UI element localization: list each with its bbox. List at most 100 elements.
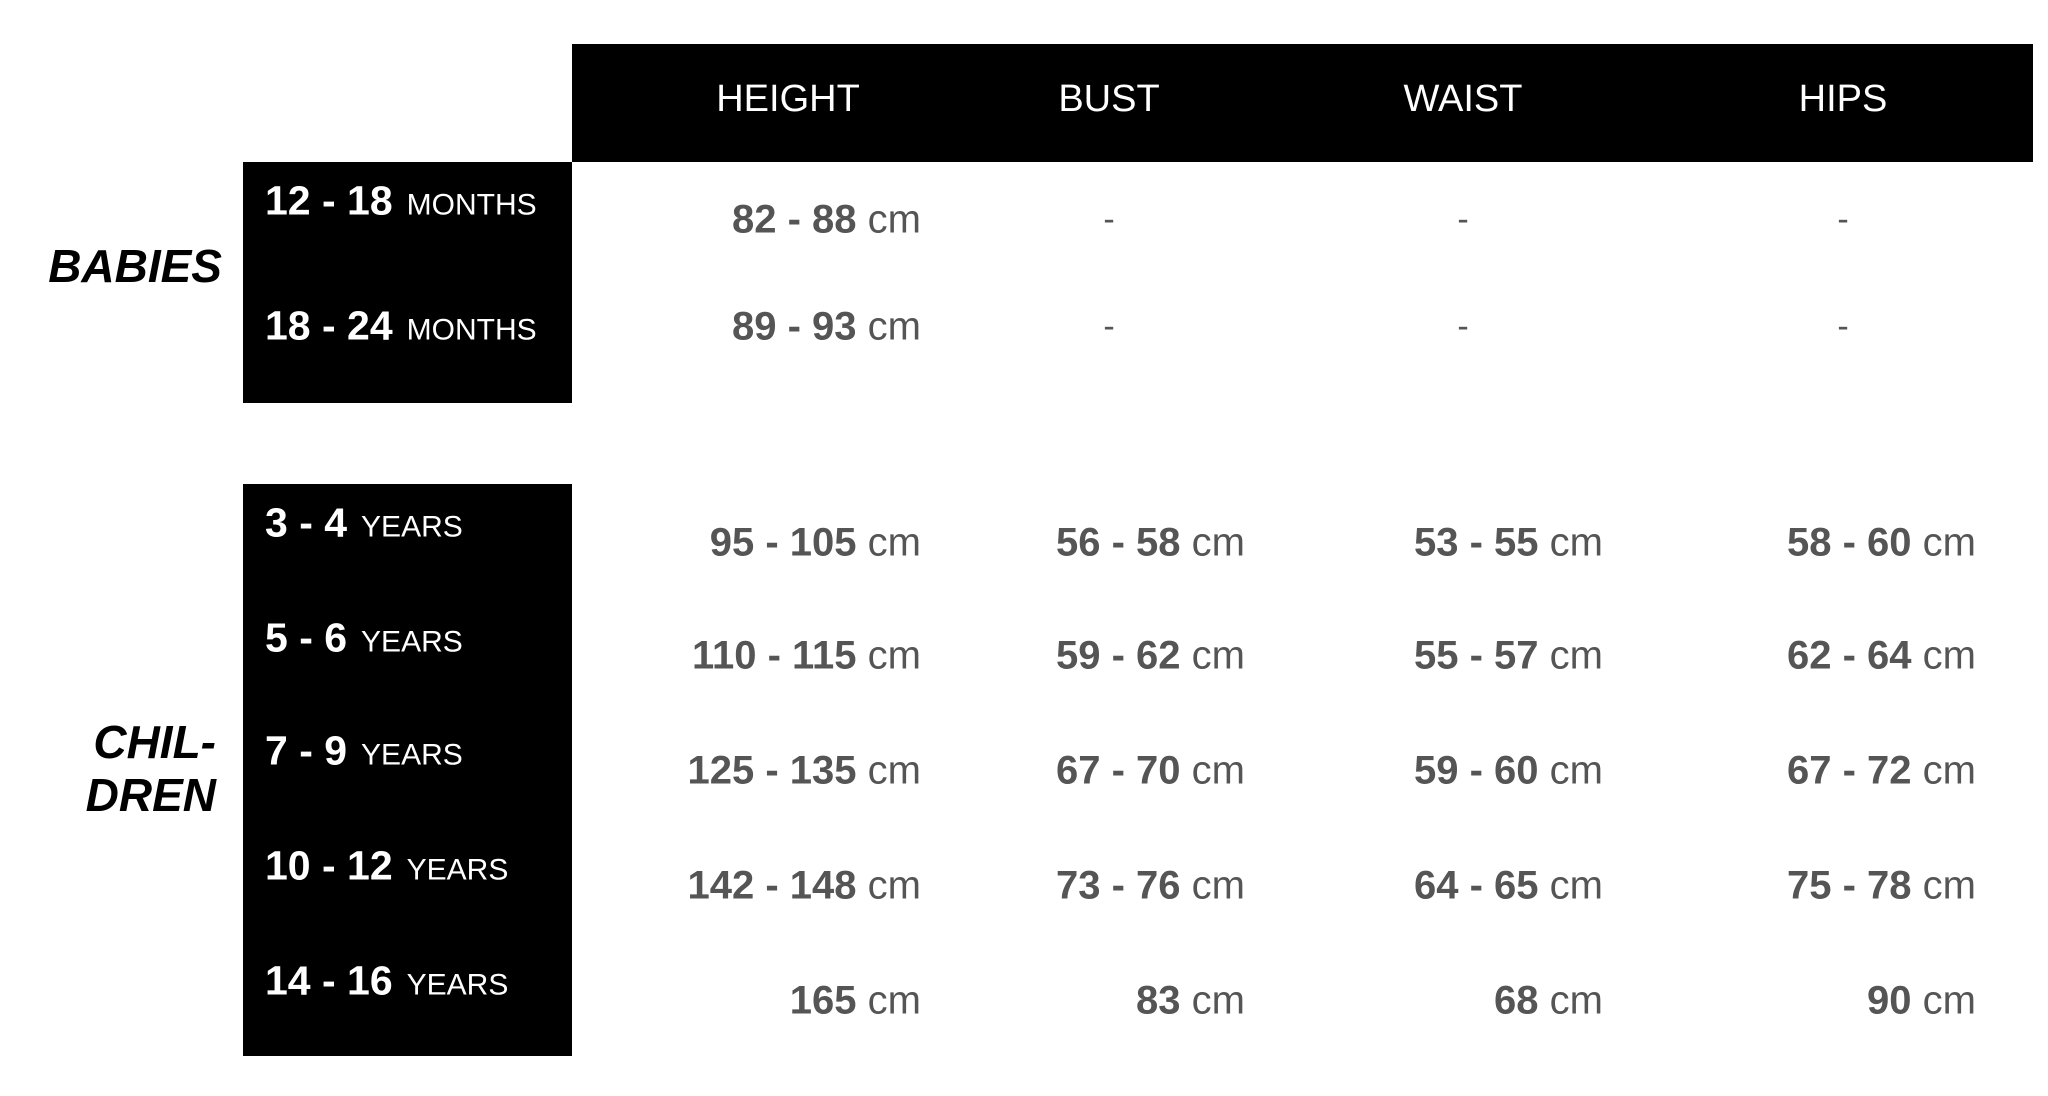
unit-cm: cm bbox=[1191, 863, 1245, 908]
bust-number: 73 - 76 bbox=[1056, 863, 1181, 908]
height-number: 165 bbox=[789, 978, 857, 1023]
unit-cm: cm bbox=[1549, 863, 1603, 908]
bust-value: 56 - 58 cm bbox=[1056, 521, 1245, 566]
height-number: 89 - 93 bbox=[732, 304, 857, 349]
waist-value: 55 - 57 cm bbox=[1414, 634, 1603, 679]
height-value: 82 - 88 cm bbox=[732, 198, 921, 243]
group-label-children-line1: CHIL- bbox=[93, 716, 216, 768]
height-number: 95 - 105 bbox=[709, 520, 857, 565]
unit-cm: cm bbox=[1922, 748, 1976, 793]
bust-number: 56 - 58 bbox=[1056, 520, 1181, 565]
unit-cm: cm bbox=[1191, 978, 1245, 1023]
age-range: 12 - 18 bbox=[265, 177, 393, 224]
unit-cm: cm bbox=[1191, 748, 1245, 793]
age-unit: YEARS bbox=[406, 968, 509, 1002]
unit-cm: cm bbox=[1922, 978, 1976, 1023]
age-range: 14 - 16 bbox=[265, 957, 393, 1004]
age-range-label: 10 - 12 YEARS bbox=[265, 843, 508, 890]
hips-value: - bbox=[1837, 307, 1849, 346]
height-value: 95 - 105 cm bbox=[710, 521, 921, 566]
waist-value: 68 cm bbox=[1494, 979, 1603, 1024]
unit-cm: cm bbox=[1922, 520, 1976, 565]
hips-number: 75 - 78 bbox=[1787, 863, 1912, 908]
waist-value: - bbox=[1457, 307, 1469, 346]
waist-number: 68 bbox=[1494, 978, 1539, 1023]
age-range-label: 3 - 4 YEARS bbox=[265, 500, 463, 547]
unit-cm: cm bbox=[1922, 863, 1976, 908]
hips-value: - bbox=[1837, 200, 1849, 239]
column-header-hips: HIPS bbox=[1798, 78, 1888, 120]
unit-cm: cm bbox=[867, 304, 921, 349]
height-value: 165 cm bbox=[790, 979, 921, 1024]
bust-value: - bbox=[1103, 307, 1115, 346]
bust-number: 59 - 62 bbox=[1056, 633, 1181, 678]
unit-cm: cm bbox=[867, 197, 921, 242]
unit-cm: cm bbox=[867, 520, 921, 565]
hips-value: 67 - 72 cm bbox=[1787, 749, 1976, 794]
hips-value: 75 - 78 cm bbox=[1787, 864, 1976, 909]
column-header-height: HEIGHT bbox=[716, 78, 860, 120]
age-range-label: 18 - 24 MONTHS bbox=[265, 303, 537, 350]
unit-cm: cm bbox=[867, 748, 921, 793]
age-unit: YEARS bbox=[361, 625, 463, 659]
unit-cm: cm bbox=[1549, 520, 1603, 565]
group-label-babies: BABIES bbox=[48, 240, 222, 292]
babies-age-panel bbox=[243, 162, 572, 403]
bust-value: 73 - 76 cm bbox=[1056, 864, 1245, 909]
height-value: 110 - 115 cm bbox=[692, 634, 921, 679]
bust-number: 83 bbox=[1136, 978, 1181, 1023]
unit-cm: cm bbox=[867, 633, 921, 678]
hips-number: 90 bbox=[1867, 978, 1912, 1023]
unit-cm: cm bbox=[867, 863, 921, 908]
unit-cm: cm bbox=[1549, 633, 1603, 678]
group-label-children-line2: DREN bbox=[85, 769, 216, 821]
age-unit: YEARS bbox=[406, 853, 509, 887]
bust-value: - bbox=[1103, 200, 1115, 239]
group-label-children: CHIL- DREN bbox=[20, 716, 216, 822]
hips-value: 58 - 60 cm bbox=[1787, 521, 1976, 566]
height-number: 110 - 115 bbox=[691, 633, 857, 678]
age-unit: YEARS bbox=[361, 510, 463, 544]
bust-value: 83 cm bbox=[1136, 979, 1245, 1024]
age-range: 5 - 6 bbox=[265, 614, 348, 661]
age-range-label: 7 - 9 YEARS bbox=[265, 728, 463, 775]
height-number: 82 - 88 bbox=[732, 197, 857, 242]
waist-number: 59 - 60 bbox=[1414, 748, 1539, 793]
hips-value: 62 - 64 cm bbox=[1787, 634, 1976, 679]
waist-value: 59 - 60 cm bbox=[1414, 749, 1603, 794]
age-unit: YEARS bbox=[361, 738, 463, 772]
bust-value: 67 - 70 cm bbox=[1056, 749, 1245, 794]
age-unit: MONTHS bbox=[406, 188, 537, 222]
age-range: 10 - 12 bbox=[265, 842, 393, 889]
header-bar bbox=[572, 44, 2033, 162]
age-range-label: 14 - 16 YEARS bbox=[265, 958, 508, 1005]
age-range-label: 5 - 6 YEARS bbox=[265, 615, 463, 662]
height-number: 142 - 148 bbox=[687, 863, 857, 908]
bust-value: 59 - 62 cm bbox=[1056, 634, 1245, 679]
age-range-label: 12 - 18 MONTHS bbox=[265, 178, 537, 225]
column-header-bust: BUST bbox=[1058, 78, 1160, 120]
height-value: 125 - 135 cm bbox=[688, 749, 921, 794]
hips-number: 67 - 72 bbox=[1787, 748, 1912, 793]
unit-cm: cm bbox=[1549, 748, 1603, 793]
children-age-panel bbox=[243, 484, 572, 1056]
hips-number: 58 - 60 bbox=[1787, 520, 1912, 565]
age-range: 18 - 24 bbox=[265, 302, 393, 349]
waist-value: 64 - 65 cm bbox=[1414, 864, 1603, 909]
column-header-waist: WAIST bbox=[1403, 78, 1523, 120]
age-range: 3 - 4 bbox=[265, 499, 348, 546]
waist-value: - bbox=[1457, 200, 1469, 239]
height-value: 142 - 148 cm bbox=[688, 864, 921, 909]
hips-number: 62 - 64 bbox=[1787, 633, 1912, 678]
hips-value: 90 cm bbox=[1867, 979, 1976, 1024]
unit-cm: cm bbox=[1191, 520, 1245, 565]
unit-cm: cm bbox=[1191, 633, 1245, 678]
bust-number: 67 - 70 bbox=[1056, 748, 1181, 793]
height-value: 89 - 93 cm bbox=[732, 305, 921, 350]
age-range: 7 - 9 bbox=[265, 727, 348, 774]
age-unit: MONTHS bbox=[406, 313, 537, 347]
unit-cm: cm bbox=[867, 978, 921, 1023]
height-number: 125 - 135 bbox=[687, 748, 857, 793]
unit-cm: cm bbox=[1549, 978, 1603, 1023]
unit-cm: cm bbox=[1922, 633, 1976, 678]
